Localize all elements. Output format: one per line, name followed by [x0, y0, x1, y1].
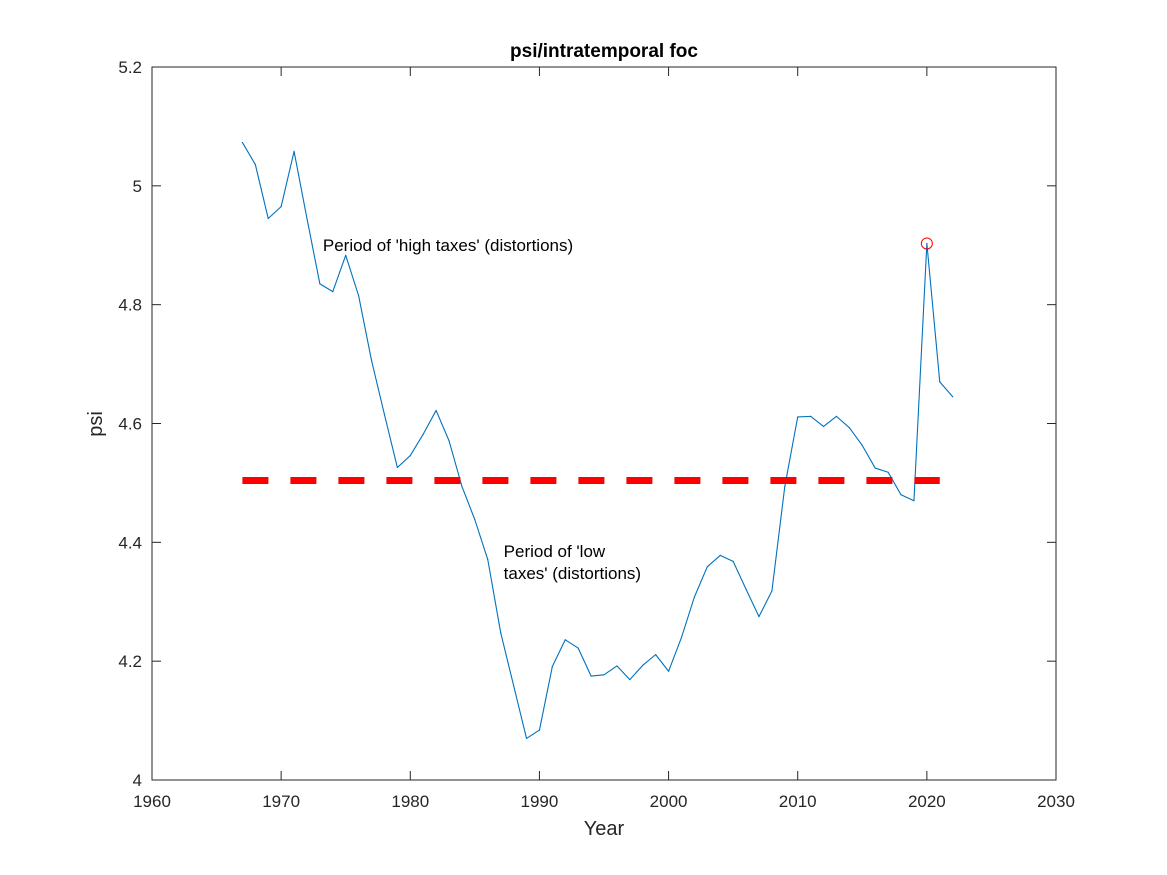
data-point [952, 396, 954, 398]
x-tick-label: 1960 [133, 792, 171, 811]
data-point [293, 150, 295, 152]
y-tick-label: 4.8 [118, 296, 142, 315]
plot-frame [151, 66, 1057, 781]
y-axis-ticks: 4 4.2 4.4 4.6 4.8 5 5.2 [118, 58, 1056, 790]
x-tick-label: 1970 [262, 792, 300, 811]
x-tick-label: 2010 [779, 792, 817, 811]
data-point [396, 466, 398, 469]
data-point [616, 665, 618, 667]
series-layer [241, 141, 954, 740]
annotation-line: taxes' (distortions) [504, 564, 641, 583]
data-point [513, 684, 515, 687]
data-point [409, 454, 411, 457]
chart-title: psi/intratemporal foc [510, 41, 698, 62]
annotation-line: Period of 'low [504, 542, 606, 561]
annotation-text: Period of 'high taxes' (distortions) [323, 236, 573, 255]
x-tick-label: 1990 [521, 792, 559, 811]
data-point [603, 674, 605, 676]
data-point [370, 359, 373, 362]
y-tick-label: 5 [133, 177, 142, 196]
data-point [487, 558, 489, 561]
x-tick-label: 2020 [908, 792, 946, 811]
data-point [280, 206, 282, 208]
x-tick-label: 2000 [650, 792, 688, 811]
x-tick-label: 1980 [391, 792, 429, 811]
data-point [693, 596, 696, 598]
data-point [732, 560, 734, 562]
y-tick-label: 4.2 [118, 652, 142, 671]
data-point [577, 647, 579, 649]
data-point [900, 494, 902, 496]
data-point [835, 415, 838, 417]
data-point [822, 425, 825, 428]
data-point [358, 295, 360, 297]
data-point [861, 444, 863, 447]
data-point [810, 415, 812, 417]
data-point [500, 632, 502, 634]
annotation-layer: Period of 'high taxes' (distortions) Peri… [323, 236, 641, 583]
data-point [655, 654, 657, 656]
x-tick-label: 2030 [1037, 792, 1075, 811]
data-point [345, 254, 347, 256]
data-point [267, 217, 269, 220]
highlight-marker [920, 237, 933, 250]
data-point [642, 664, 644, 666]
y-tick-label: 4.6 [118, 415, 142, 434]
data-point [680, 636, 683, 639]
y-axis-label: psi [85, 411, 107, 437]
data-point [913, 500, 915, 502]
data-point [551, 665, 553, 668]
data-point [758, 616, 760, 618]
data-point [448, 440, 450, 442]
data-point [306, 217, 308, 220]
data-point [383, 413, 386, 416]
annotation-text: Period of 'low taxes' (distortions) [504, 542, 641, 583]
data-point [745, 588, 747, 590]
data-point [887, 471, 889, 473]
data-point [771, 590, 773, 592]
data-point [332, 290, 334, 293]
data-point [254, 163, 256, 166]
data-point [797, 416, 799, 418]
data-point [525, 737, 528, 740]
plot-area [152, 67, 1056, 780]
data-point [461, 485, 463, 488]
data-point [926, 242, 928, 245]
y-tick-label: 5.2 [118, 58, 142, 77]
data-point [874, 467, 876, 469]
data-point [706, 566, 708, 568]
data-point [474, 519, 476, 521]
data-point [848, 427, 850, 429]
data-point [241, 141, 243, 144]
marker-layer [920, 237, 933, 250]
data-point [939, 381, 941, 383]
data-point [319, 283, 321, 285]
data-point [784, 485, 786, 488]
data-point [590, 675, 592, 677]
x-axis-ticks: 1960 1970 1980 1990 2000 2010 2020 2030 [133, 67, 1075, 811]
data-point [629, 678, 631, 681]
data-point [667, 670, 670, 672]
data-point [422, 433, 424, 435]
series-line-psi [241, 142, 954, 739]
annotation-line: Period of 'high taxes' (distortions) [323, 236, 573, 255]
data-point [719, 554, 721, 557]
y-tick-label: 4 [133, 771, 142, 790]
data-point [538, 729, 541, 731]
y-tick-label: 4.4 [118, 533, 142, 552]
data-point [564, 639, 566, 641]
data-point [435, 409, 437, 412]
x-axis-label: Year [584, 818, 625, 840]
